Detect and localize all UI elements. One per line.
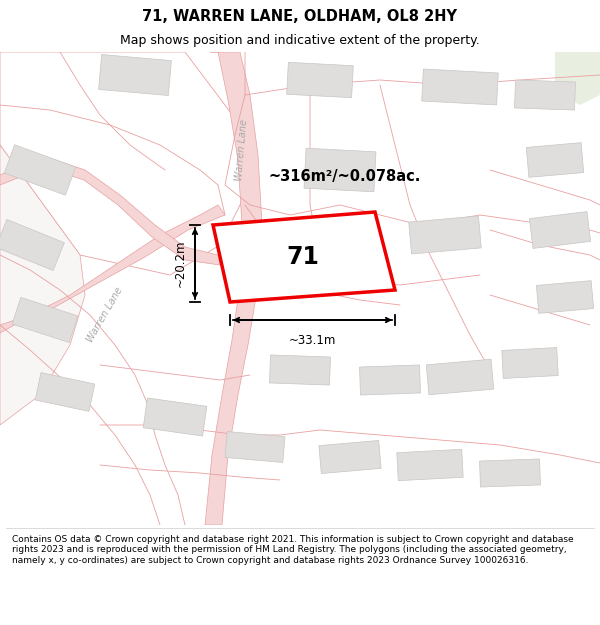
Polygon shape	[427, 359, 494, 395]
Polygon shape	[287, 62, 353, 98]
Polygon shape	[526, 142, 584, 177]
Polygon shape	[0, 160, 220, 265]
Polygon shape	[0, 145, 85, 425]
Text: ~20.2m: ~20.2m	[174, 240, 187, 288]
Polygon shape	[0, 52, 245, 275]
Polygon shape	[397, 449, 463, 481]
Text: Warren Lane: Warren Lane	[85, 286, 125, 344]
Polygon shape	[143, 398, 207, 436]
Polygon shape	[422, 69, 498, 105]
Polygon shape	[213, 212, 395, 302]
Text: Warren Lane: Warren Lane	[235, 119, 250, 181]
Text: Contains OS data © Crown copyright and database right 2021. This information is : Contains OS data © Crown copyright and d…	[12, 535, 574, 565]
Polygon shape	[205, 52, 262, 525]
Polygon shape	[479, 459, 541, 487]
Polygon shape	[98, 54, 172, 96]
Polygon shape	[409, 216, 481, 254]
Polygon shape	[304, 148, 376, 192]
Polygon shape	[0, 205, 225, 333]
Polygon shape	[4, 145, 76, 195]
Polygon shape	[536, 281, 593, 313]
Polygon shape	[319, 441, 381, 474]
Polygon shape	[502, 348, 558, 378]
Text: 71: 71	[287, 245, 320, 269]
Polygon shape	[555, 52, 600, 105]
Polygon shape	[35, 372, 95, 411]
Text: ~316m²/~0.078ac.: ~316m²/~0.078ac.	[268, 169, 421, 184]
Text: ~33.1m: ~33.1m	[289, 334, 336, 347]
Polygon shape	[12, 298, 78, 343]
Polygon shape	[0, 219, 64, 271]
Polygon shape	[529, 212, 590, 248]
Polygon shape	[359, 365, 421, 395]
Text: 71, WARREN LANE, OLDHAM, OL8 2HY: 71, WARREN LANE, OLDHAM, OL8 2HY	[143, 9, 458, 24]
Polygon shape	[515, 80, 575, 110]
Polygon shape	[269, 355, 331, 385]
Text: Map shows position and indicative extent of the property.: Map shows position and indicative extent…	[120, 34, 480, 47]
Polygon shape	[225, 431, 285, 462]
